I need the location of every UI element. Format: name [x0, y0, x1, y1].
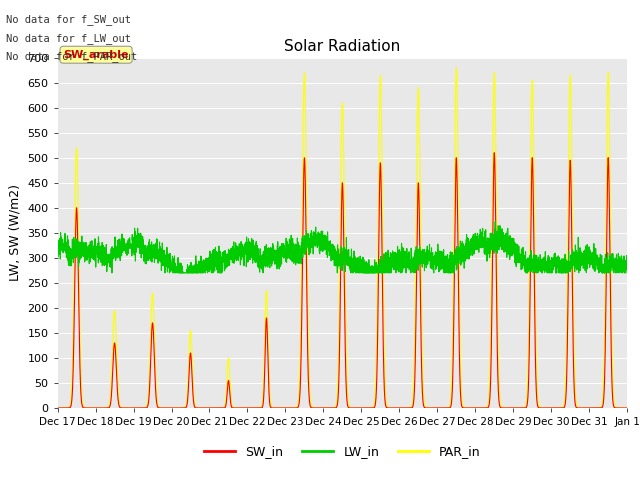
- Text: No data for f_SW_out: No data for f_SW_out: [6, 14, 131, 25]
- Legend: SW_in, LW_in, PAR_in: SW_in, LW_in, PAR_in: [199, 440, 486, 463]
- Text: No data for f_PAR_out: No data for f_PAR_out: [6, 51, 138, 62]
- Text: No data for f_LW_out: No data for f_LW_out: [6, 33, 131, 44]
- Text: SW_arable: SW_arable: [63, 49, 129, 60]
- Title: Solar Radiation: Solar Radiation: [284, 39, 401, 54]
- Y-axis label: LW, SW (W/m2): LW, SW (W/m2): [9, 184, 22, 281]
